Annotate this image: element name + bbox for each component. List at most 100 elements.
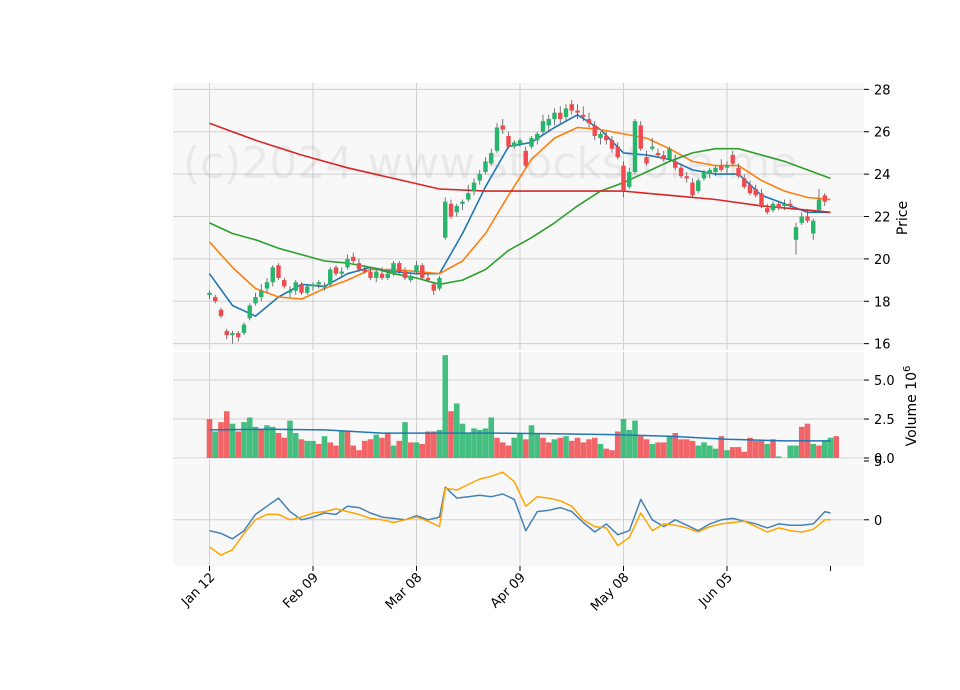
candle-body — [563, 108, 569, 117]
candle-body — [684, 176, 689, 179]
volume-bar — [407, 442, 414, 458]
volume-bar — [528, 425, 535, 458]
volume-bar — [223, 411, 230, 458]
candle-body — [615, 146, 620, 158]
volume-bar — [770, 439, 776, 458]
candle-body — [713, 167, 718, 172]
candle-body — [730, 155, 735, 164]
candle-body — [339, 271, 344, 274]
volume-bar — [258, 429, 265, 458]
volume-bar — [683, 439, 690, 458]
candle-body — [443, 201, 448, 238]
volume-bar — [821, 440, 828, 458]
ma-line-ma20 — [209, 147, 831, 286]
candle-body — [259, 290, 264, 298]
candle-body — [437, 277, 442, 289]
y-tick-label: 28 — [874, 83, 891, 98]
candle-body — [471, 182, 477, 192]
volume-bar — [591, 437, 598, 458]
candle-body — [293, 282, 298, 291]
candle-body — [368, 271, 373, 278]
candle-body — [696, 180, 701, 192]
volume-bar — [614, 431, 621, 458]
candle-body — [661, 155, 666, 160]
volume-bar — [206, 419, 213, 458]
candle-body — [305, 286, 310, 293]
candle-body — [546, 119, 551, 126]
candle-body — [759, 193, 764, 206]
volume-bar — [361, 440, 368, 458]
volume-bar — [448, 411, 454, 458]
volume-bar — [729, 447, 736, 458]
volume-bar — [603, 448, 610, 458]
volume-bar — [402, 422, 408, 458]
candle-body — [466, 193, 471, 200]
volume-bar — [235, 431, 242, 458]
volume-bar — [425, 431, 431, 458]
volume-bar — [419, 443, 426, 458]
candle-body — [765, 208, 770, 213]
candle-body — [736, 167, 741, 177]
volume-bar — [499, 442, 506, 458]
volume-bar — [586, 439, 592, 458]
volume-bar — [540, 437, 546, 458]
volume-ma-line — [209, 428, 831, 442]
candle-body — [218, 309, 224, 317]
volume-bar — [476, 429, 483, 458]
candle-body — [569, 104, 574, 111]
candle-body — [500, 125, 505, 130]
y-tick-label: 20 — [874, 253, 891, 268]
oscillator-line-1 — [209, 486, 831, 540]
candle-body — [425, 277, 431, 281]
candle-body — [512, 142, 517, 147]
candle-body — [414, 265, 419, 272]
candle-body — [356, 263, 362, 270]
candle-body — [448, 203, 454, 217]
x-tick-label: Jan 12 — [178, 570, 218, 610]
candle-body — [310, 284, 316, 287]
y-tick-label: 5 — [874, 455, 882, 470]
volume-bar — [689, 440, 696, 458]
candle-body — [655, 152, 661, 156]
volume-bar — [396, 440, 403, 458]
candle-body — [604, 135, 609, 141]
candle-body — [742, 178, 747, 187]
candle-body — [483, 161, 488, 172]
volume-bar — [218, 422, 224, 458]
volume-bar — [471, 428, 477, 458]
candle-body — [621, 165, 626, 192]
candle-body — [207, 292, 212, 295]
volume-bar — [287, 420, 293, 458]
candle-body — [581, 114, 586, 117]
volume-bar — [379, 437, 385, 458]
volume-bar — [367, 439, 374, 458]
volume-bar — [747, 437, 753, 458]
candle-body — [494, 127, 500, 151]
volume-bar — [241, 422, 247, 458]
volume-bar — [436, 429, 443, 458]
volume-bar — [735, 447, 742, 458]
volume-bar — [563, 436, 569, 458]
volume-bar — [712, 448, 719, 458]
candle-body — [673, 161, 678, 168]
volume-bar — [252, 426, 259, 458]
volume-bar — [298, 439, 305, 458]
volume-bar — [626, 429, 633, 458]
candle-body — [391, 263, 396, 274]
volume-bar — [643, 439, 650, 458]
volume-bar — [551, 439, 558, 458]
candle-body — [667, 148, 672, 160]
volume-bar — [810, 443, 817, 458]
candle-body — [247, 305, 252, 319]
volume-bar — [442, 355, 449, 458]
candle-body — [638, 125, 643, 149]
candle-body — [782, 203, 787, 206]
x-tick-label: Apr 09 — [488, 570, 529, 611]
volume-bar — [522, 439, 529, 458]
volume-bar — [597, 443, 604, 458]
candle-body — [707, 169, 712, 175]
candle-body — [431, 284, 436, 291]
candle-body — [328, 269, 333, 285]
candle-body — [270, 267, 275, 283]
